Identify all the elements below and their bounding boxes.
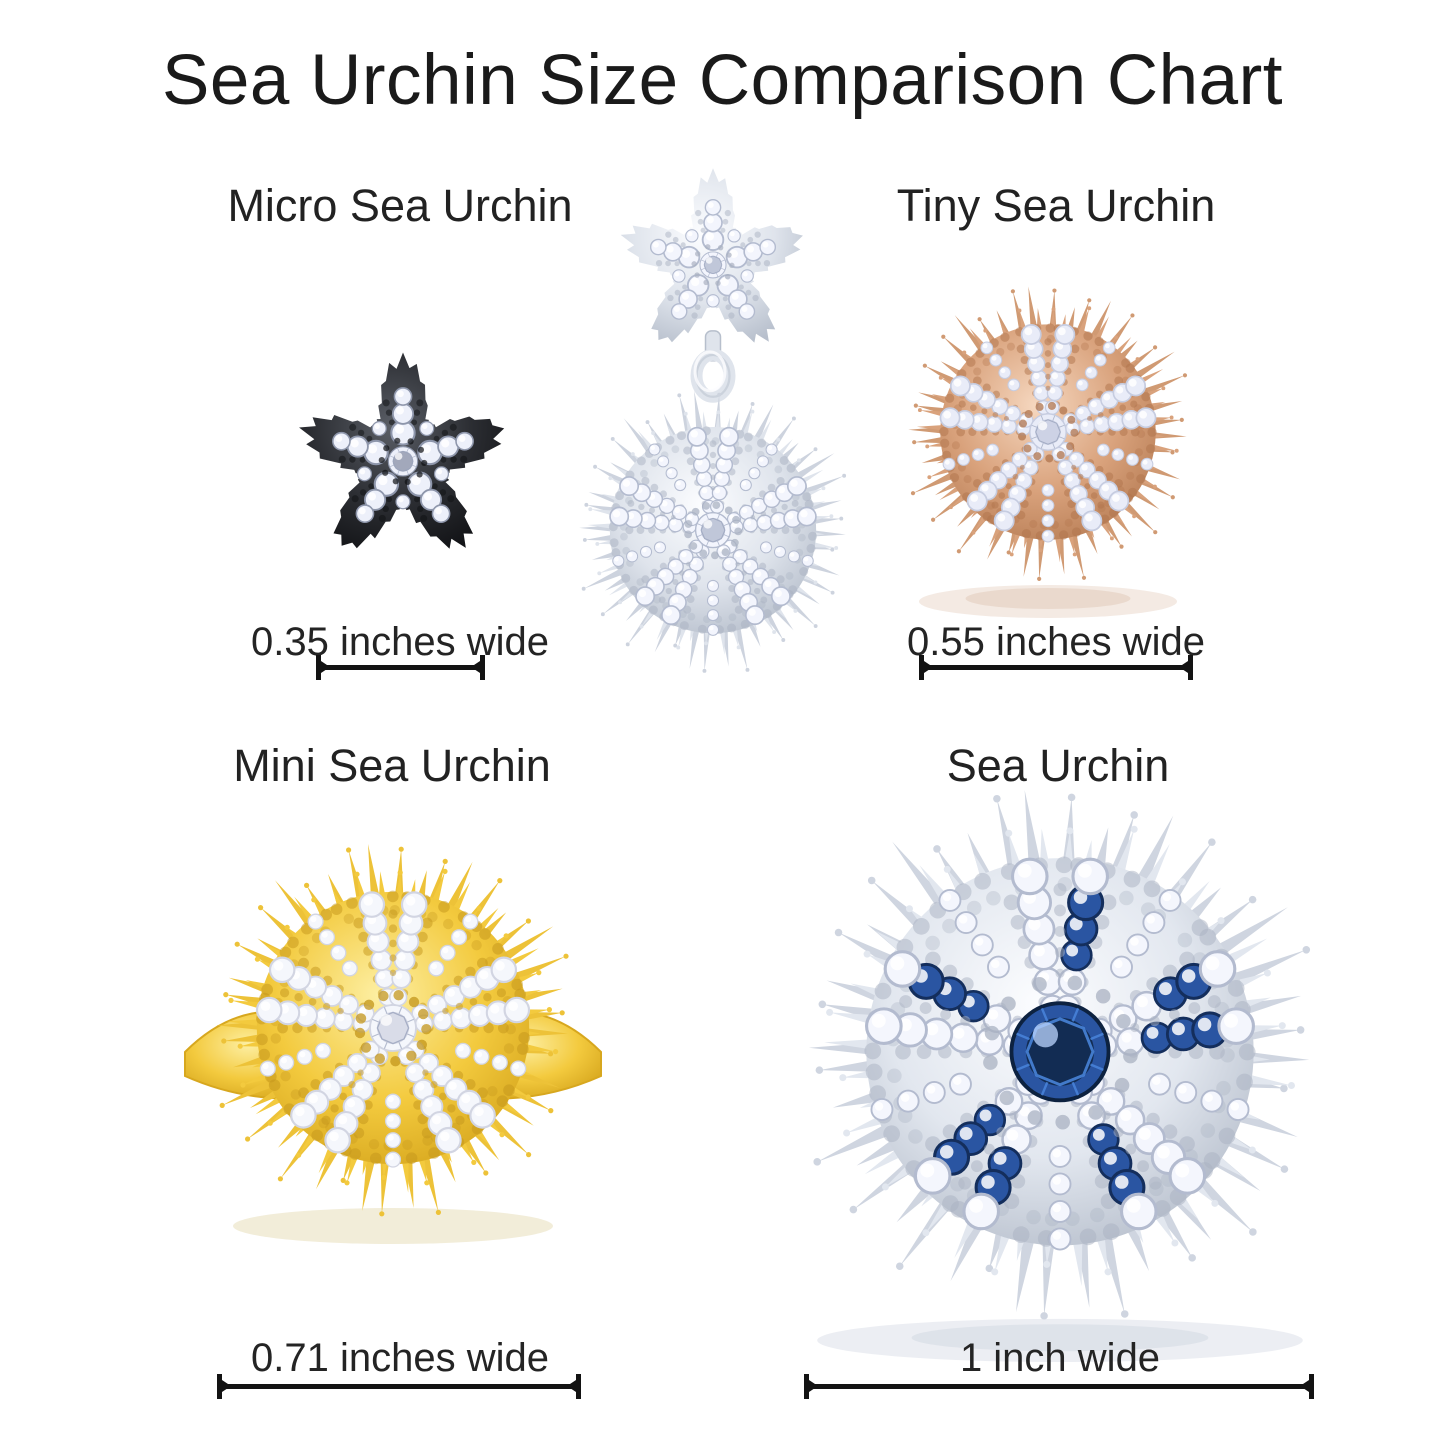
micro-sea-urchin-photo bbox=[293, 348, 513, 568]
sea-urchin-photo bbox=[790, 782, 1330, 1362]
size-line-tiny bbox=[919, 655, 1193, 681]
dangle-earring-photo bbox=[563, 166, 863, 683]
line-endcap-left-icon bbox=[316, 655, 330, 680]
label-micro-sea-urchin: Micro Sea Urchin bbox=[227, 180, 573, 231]
size-label-micro: 0.35 inches wide bbox=[251, 620, 549, 664]
size-line-micro bbox=[316, 655, 485, 681]
size-line-mini bbox=[217, 1374, 581, 1400]
chart-title: Sea Urchin Size Comparison Chart bbox=[162, 41, 1283, 120]
size-label-mini: 0.71 inches wide bbox=[251, 1336, 549, 1380]
line-endcap-right-icon bbox=[567, 1374, 581, 1399]
label-sea-urchin: Sea Urchin bbox=[946, 740, 1170, 791]
mini-sea-urchin-ring-photo bbox=[173, 820, 613, 1260]
line-endcap-right-icon bbox=[1300, 1374, 1314, 1399]
label-tiny-sea-urchin: Tiny Sea Urchin bbox=[896, 180, 1216, 231]
label-mini-sea-urchin: Mini Sea Urchin bbox=[233, 740, 551, 791]
size-label-full: 1 inch wide bbox=[959, 1336, 1161, 1380]
line-endcap-left-icon bbox=[919, 655, 933, 680]
line-endcap-right-icon bbox=[1179, 655, 1193, 680]
line-endcap-left-icon bbox=[217, 1374, 231, 1399]
line-endcap-right-icon bbox=[471, 655, 485, 680]
size-label-tiny: 0.55 inches wide bbox=[907, 620, 1205, 664]
size-line-full bbox=[804, 1374, 1314, 1400]
tiny-sea-urchin-photo bbox=[898, 282, 1198, 627]
line-endcap-left-icon bbox=[804, 1374, 818, 1399]
